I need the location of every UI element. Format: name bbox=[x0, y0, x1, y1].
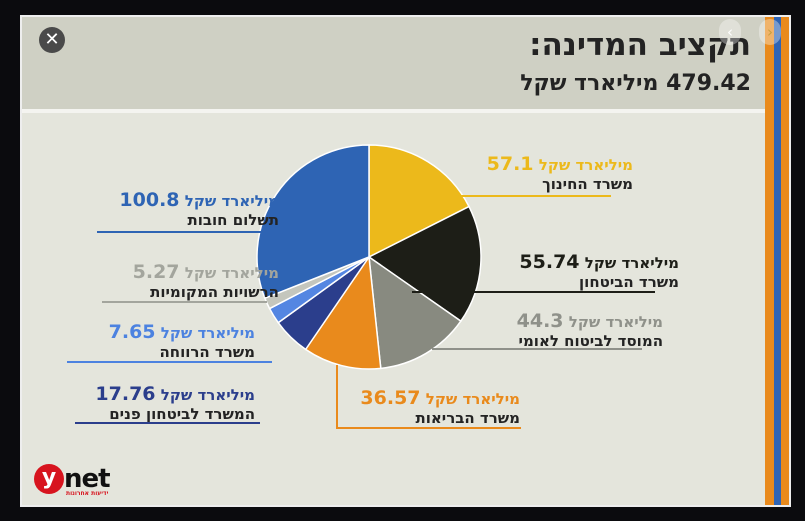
label-defense: 55.74 מיליארד שקל משרד הביטחון bbox=[519, 251, 679, 291]
leader-line-health bbox=[336, 427, 521, 429]
value-national-insurance: 44.3 bbox=[516, 310, 564, 332]
label-debt-payment: 100.8 מיליארד שקל תשלום חובות bbox=[119, 189, 279, 229]
value-debt-payment: 100.8 bbox=[119, 189, 180, 211]
name-national-insurance: המוסד לביטוח לאומי bbox=[518, 332, 663, 350]
leader-line-welfare bbox=[67, 361, 272, 363]
unit-national-insurance: מיליארד שקל bbox=[563, 313, 663, 331]
header-divider bbox=[22, 109, 789, 113]
stripe-orange bbox=[765, 17, 774, 505]
name-public-security: המשרד לביטחון פנים bbox=[109, 405, 255, 423]
unit-defense: מיליארד שקל bbox=[579, 254, 679, 272]
infographic-frame: תקציב המדינה: 479.42 מיליארד שקל ✕ ‹ › 5… bbox=[20, 15, 791, 507]
pie-slice-debt-payment bbox=[256, 144, 370, 300]
close-icon: ✕ bbox=[44, 29, 60, 50]
unit-education: מיליארד שקל bbox=[533, 156, 633, 174]
total-budget: 479.42 מיליארד שקל bbox=[520, 71, 751, 96]
name-education: משרד החינוך bbox=[542, 175, 633, 193]
unit-welfare: מיליארד שקל bbox=[155, 324, 255, 342]
unit-debt-payment: מיליארד שקל bbox=[179, 192, 279, 210]
leader-line-national-insurance bbox=[432, 348, 642, 350]
unit-local-authorities: מיליארד שקל bbox=[179, 264, 279, 282]
value-public-security: 17.76 bbox=[95, 383, 156, 405]
name-debt-payment: תשלום חובות bbox=[187, 211, 279, 229]
leader-line-education bbox=[371, 195, 611, 197]
pie-slice-national-insurance bbox=[368, 255, 462, 370]
stripe-blue bbox=[774, 17, 781, 505]
value-local-authorities: 5.27 bbox=[132, 261, 180, 283]
prev-button[interactable]: ‹ bbox=[719, 19, 741, 45]
name-defense: משרד הביטחון bbox=[579, 273, 679, 291]
unit-public-security: מיליארד שקל bbox=[155, 386, 255, 404]
value-welfare: 7.65 bbox=[108, 321, 156, 343]
chevron-right-icon: › bbox=[767, 23, 773, 41]
leader-line-defense bbox=[412, 291, 655, 293]
pie-slice-health bbox=[304, 254, 382, 370]
label-education: 57.1 מיליארד שקל משרד החינוך bbox=[487, 153, 633, 193]
stripe-orange-right bbox=[781, 17, 789, 505]
page-title: תקציב המדינה: bbox=[529, 27, 751, 63]
pie-slice-education bbox=[368, 144, 470, 259]
value-health: 36.57 bbox=[360, 387, 421, 409]
value-education: 57.1 bbox=[486, 153, 534, 175]
next-button[interactable]: › bbox=[759, 19, 781, 45]
leader-line-local-authorities bbox=[102, 301, 267, 303]
leader-vline-health bbox=[336, 365, 338, 429]
leader-line-debt-payment bbox=[97, 231, 262, 233]
label-health: 36.57 מיליארד שקל משרד הבריאות bbox=[360, 387, 520, 427]
label-welfare: 7.65 מיליארד שקל משרד הרווחה bbox=[109, 321, 255, 361]
name-welfare: משרד הרווחה bbox=[159, 343, 255, 361]
unit-health: מיליארד שקל bbox=[420, 390, 520, 408]
value-defense: 55.74 bbox=[519, 251, 580, 273]
leader-line-public-security bbox=[75, 422, 260, 424]
name-health: משרד הבריאות bbox=[415, 409, 520, 427]
close-button[interactable]: ✕ bbox=[39, 27, 65, 53]
label-local-authorities: 5.27 מיליארד שקל הרשויות המקומיות bbox=[133, 261, 279, 301]
header-band bbox=[22, 17, 789, 109]
chevron-left-icon: ‹ bbox=[727, 23, 733, 41]
label-public-security: 17.76 מיליארד שקל המשרד לביטחון פנים bbox=[95, 383, 255, 423]
name-local-authorities: הרשויות המקומיות bbox=[150, 283, 279, 301]
ynet-logo: y net ידיעות אחרונות bbox=[34, 464, 111, 497]
label-national-insurance: 44.3 מיליארד שקל המוסד לביטוח לאומי bbox=[517, 310, 663, 350]
